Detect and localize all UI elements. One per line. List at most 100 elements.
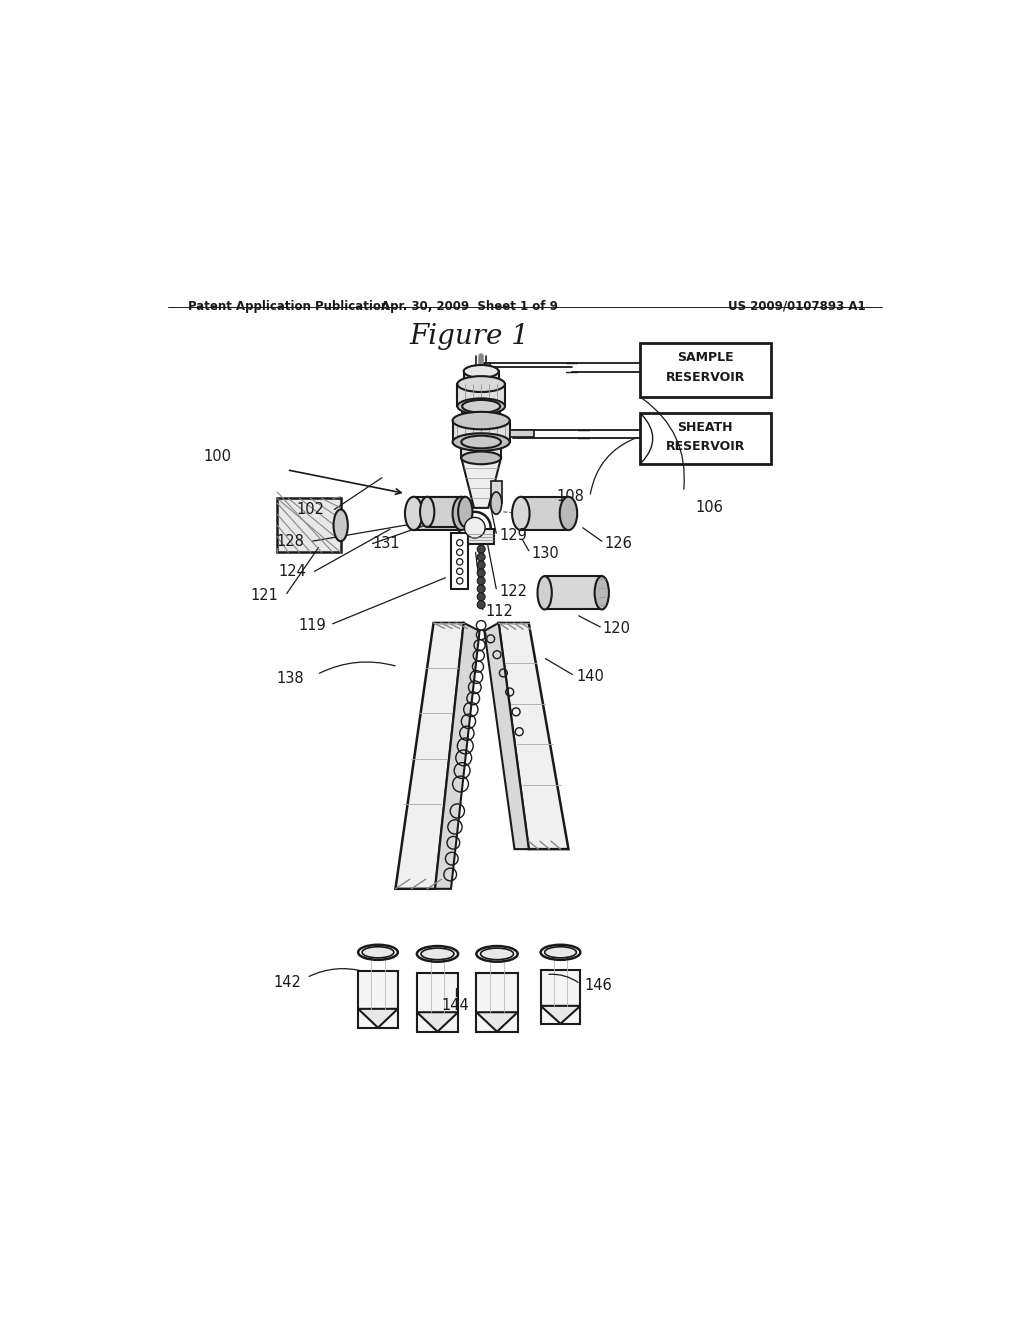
Bar xyxy=(541,970,581,1024)
Bar xyxy=(358,972,397,1028)
Ellipse shape xyxy=(595,576,609,610)
Ellipse shape xyxy=(358,945,398,960)
Text: RESERVOIR: RESERVOIR xyxy=(666,440,745,453)
Text: 106: 106 xyxy=(695,500,723,515)
Text: RESERVOIR: RESERVOIR xyxy=(666,371,745,384)
Bar xyxy=(458,384,505,407)
Ellipse shape xyxy=(464,378,499,391)
Text: 138: 138 xyxy=(276,671,304,686)
Circle shape xyxy=(477,561,485,569)
Bar xyxy=(476,973,518,1032)
Bar xyxy=(545,576,602,610)
Text: 131: 131 xyxy=(373,536,400,550)
Ellipse shape xyxy=(462,414,500,426)
Text: SHEATH: SHEATH xyxy=(678,421,733,433)
Bar xyxy=(462,407,500,421)
Polygon shape xyxy=(435,623,479,888)
Bar xyxy=(468,529,494,544)
Polygon shape xyxy=(358,1008,397,1028)
Circle shape xyxy=(459,512,490,544)
Text: 146: 146 xyxy=(585,978,612,993)
Bar xyxy=(640,343,771,397)
Text: 124: 124 xyxy=(279,564,306,579)
Ellipse shape xyxy=(453,412,510,429)
Text: 112: 112 xyxy=(485,603,513,619)
Circle shape xyxy=(477,585,485,593)
Polygon shape xyxy=(499,623,568,849)
Polygon shape xyxy=(541,1006,581,1024)
Circle shape xyxy=(465,517,485,539)
Ellipse shape xyxy=(458,496,472,527)
Bar xyxy=(461,442,501,458)
Circle shape xyxy=(457,558,463,565)
Ellipse shape xyxy=(453,433,510,450)
Circle shape xyxy=(457,540,463,546)
Polygon shape xyxy=(461,458,501,508)
Ellipse shape xyxy=(545,946,577,958)
Text: US 2009/0107893 A1: US 2009/0107893 A1 xyxy=(728,300,866,313)
Polygon shape xyxy=(278,499,341,552)
Circle shape xyxy=(477,553,485,561)
Bar xyxy=(427,496,465,527)
Text: Apr. 30, 2009  Sheet 1 of 9: Apr. 30, 2009 Sheet 1 of 9 xyxy=(381,300,558,313)
Ellipse shape xyxy=(480,948,513,960)
Text: 129: 129 xyxy=(500,528,527,543)
Text: SAMPLE: SAMPLE xyxy=(677,351,733,364)
Text: 100: 100 xyxy=(203,449,231,463)
Ellipse shape xyxy=(490,492,502,515)
Ellipse shape xyxy=(421,948,454,960)
Bar xyxy=(640,413,771,465)
Ellipse shape xyxy=(512,496,529,531)
Circle shape xyxy=(457,578,463,583)
Ellipse shape xyxy=(464,366,499,378)
Text: 126: 126 xyxy=(604,536,632,550)
Text: 142: 142 xyxy=(273,975,301,990)
Ellipse shape xyxy=(458,376,505,392)
Bar xyxy=(414,496,461,531)
Ellipse shape xyxy=(541,945,581,960)
Ellipse shape xyxy=(453,496,470,531)
Text: 140: 140 xyxy=(577,669,604,684)
Bar xyxy=(521,496,568,531)
Polygon shape xyxy=(484,623,528,849)
Text: 108: 108 xyxy=(556,490,585,504)
Circle shape xyxy=(477,601,485,609)
Bar xyxy=(453,421,510,442)
Polygon shape xyxy=(417,1012,458,1032)
Text: 128: 128 xyxy=(276,533,304,549)
Ellipse shape xyxy=(334,510,348,541)
Text: 102: 102 xyxy=(297,502,325,517)
Ellipse shape xyxy=(420,496,434,527)
Bar xyxy=(490,480,502,503)
Text: 130: 130 xyxy=(531,545,559,561)
Ellipse shape xyxy=(461,451,501,465)
Bar xyxy=(451,533,468,589)
Circle shape xyxy=(477,577,485,585)
Ellipse shape xyxy=(417,946,458,962)
Text: Figure 1: Figure 1 xyxy=(410,323,529,350)
Bar xyxy=(464,371,499,384)
Polygon shape xyxy=(395,623,464,888)
Text: Patent Application Publication: Patent Application Publication xyxy=(187,300,389,313)
Ellipse shape xyxy=(476,946,518,962)
Text: 119: 119 xyxy=(299,618,327,632)
Ellipse shape xyxy=(560,496,578,531)
Ellipse shape xyxy=(458,399,505,414)
Ellipse shape xyxy=(362,946,394,958)
Circle shape xyxy=(477,593,485,601)
Bar xyxy=(417,973,458,1032)
Ellipse shape xyxy=(538,576,552,610)
Circle shape xyxy=(477,545,485,553)
Ellipse shape xyxy=(461,436,501,449)
Text: 122: 122 xyxy=(500,583,527,599)
Circle shape xyxy=(477,569,485,577)
Text: 144: 144 xyxy=(442,998,470,1014)
Circle shape xyxy=(457,549,463,556)
Ellipse shape xyxy=(462,400,500,413)
Circle shape xyxy=(457,568,463,574)
Ellipse shape xyxy=(404,496,423,531)
Text: 121: 121 xyxy=(251,587,279,603)
Bar xyxy=(510,430,534,437)
Polygon shape xyxy=(476,1012,518,1032)
Text: 120: 120 xyxy=(602,620,631,636)
